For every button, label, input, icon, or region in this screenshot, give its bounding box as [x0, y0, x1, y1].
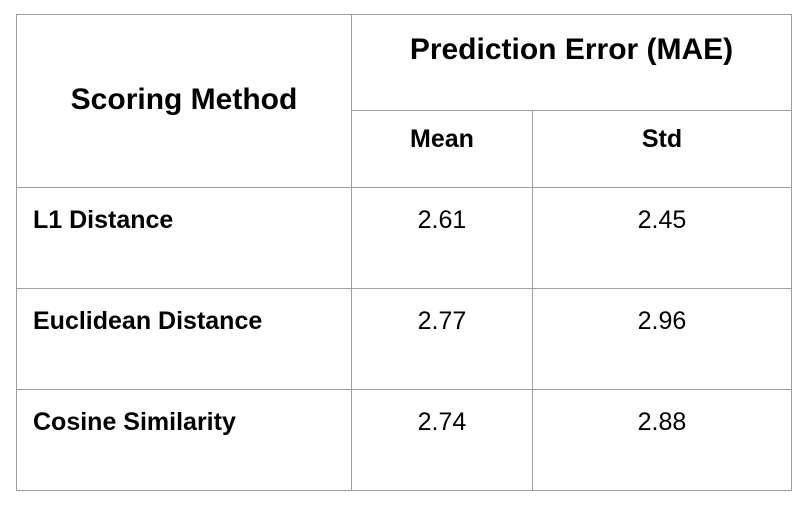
row-mean-value: 2.74: [351, 389, 533, 491]
row-method-label: Cosine Similarity: [16, 389, 352, 491]
row-mean-value: 2.77: [351, 288, 533, 390]
row-std-value: 2.96: [532, 288, 792, 390]
header-mean: Mean: [351, 110, 533, 188]
header-row-top: Scoring Method Prediction Error (MAE): [16, 14, 792, 188]
row-mean-value: 2.61: [351, 187, 533, 289]
table-row: L1 Distance 2.61 2.45: [16, 187, 792, 289]
results-table: Scoring Method Prediction Error (MAE) Me…: [16, 14, 792, 491]
table-row: Euclidean Distance 2.77 2.96: [16, 288, 792, 390]
header-std: Std: [532, 110, 792, 188]
header-row-sub: Mean Std: [17, 110, 792, 188]
header-scoring-method: Scoring Method: [16, 14, 352, 188]
row-method-label: Euclidean Distance: [16, 288, 352, 390]
row-std-value: 2.45: [532, 187, 792, 289]
row-std-value: 2.88: [532, 389, 792, 491]
row-method-label: L1 Distance: [16, 187, 352, 289]
header-prediction-error: Prediction Error (MAE): [351, 14, 792, 111]
table-row: Cosine Similarity 2.74 2.88: [16, 389, 792, 491]
